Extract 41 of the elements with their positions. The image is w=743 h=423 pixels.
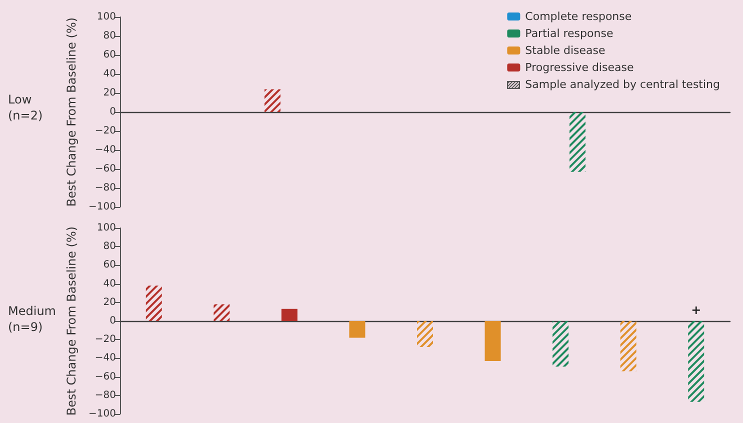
text: Sample analyzed by central testing	[525, 78, 720, 91]
y-tick-label: 20	[103, 88, 116, 98]
y-tick-label: 60	[103, 260, 116, 271]
y-tick-label: 0	[110, 316, 116, 326]
y-tick-label: −60	[94, 371, 116, 382]
bar	[214, 304, 230, 321]
y-tick-label: −40	[94, 352, 116, 364]
y-tick-label: 0	[110, 106, 116, 118]
bar	[417, 321, 433, 348]
bar	[484, 321, 501, 361]
y-tick-label: 40	[103, 68, 116, 80]
bar	[620, 321, 636, 372]
y-tick-label: −40	[94, 144, 116, 156]
y-tick-label: −20	[94, 334, 116, 346]
y-tick-label: −80	[94, 182, 116, 194]
y-tick-label: −100	[88, 408, 116, 420]
data-label: +	[691, 303, 702, 317]
bar	[281, 308, 298, 321]
bar	[552, 321, 569, 367]
legend-label: Partial response	[525, 27, 614, 40]
bar	[349, 321, 366, 338]
y-tick-label: −100	[88, 202, 116, 212]
y-tick-label: 80	[103, 241, 116, 252]
y-tick-label: 80	[103, 30, 116, 42]
y-tick-label: 100	[96, 222, 116, 234]
y-tick-label: 40	[103, 278, 116, 290]
y-axis-title: Best Change From Baseline (%)	[64, 226, 79, 416]
bar	[146, 286, 162, 321]
y-tick-label: −80	[94, 390, 116, 401]
text: Low (n=2)	[8, 92, 43, 122]
legend-label: Stable disease	[525, 44, 606, 57]
bar	[688, 321, 704, 402]
y-tick-label: −60	[94, 164, 116, 174]
y-tick-label: 100	[96, 12, 116, 22]
y-axis-title: Best Change From Baseline (%)	[64, 17, 79, 207]
legend-label: Complete response	[525, 10, 632, 23]
y-tick-label: −20	[94, 126, 116, 136]
legend-label: Progressive disease	[525, 61, 634, 74]
y-tick-label: 20	[103, 296, 116, 308]
text: Medium (n=9)	[8, 304, 56, 334]
y-tick-label: 60	[103, 50, 116, 60]
